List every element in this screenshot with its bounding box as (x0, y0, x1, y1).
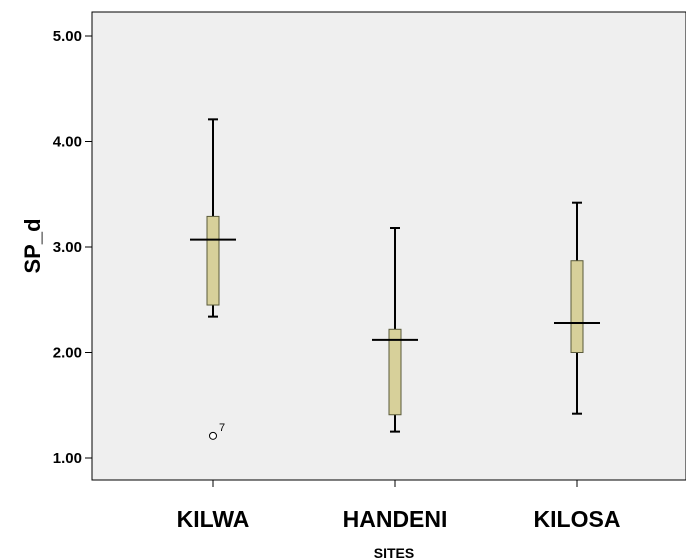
y-axis: 1.00 2.00 3.00 4.00 5.00 (53, 28, 92, 467)
x-axis-title: SITES (374, 545, 414, 560)
y-tick-label: 3.00 (53, 239, 82, 256)
box-kilosa (554, 201, 600, 415)
x-tick-label: KILWA (177, 506, 250, 532)
box-iqr (206, 215, 220, 306)
y-tick-label: 5.00 (53, 28, 82, 45)
box-series: 7 (190, 118, 600, 440)
y-tick-label: 4.00 (53, 134, 82, 151)
box-iqr (570, 260, 584, 353)
y-tick-label: 1.00 (53, 450, 82, 467)
box-kilwa: 7 (190, 118, 236, 440)
x-tick-label: KILOSA (534, 506, 621, 532)
outlier-label: 7 (219, 422, 225, 434)
x-tick-label: HANDENI (343, 506, 448, 532)
x-axis: KILWA HANDENI KILOSA (177, 480, 621, 532)
box-handeni (372, 227, 418, 433)
y-axis-title: SP_d (20, 218, 45, 273)
outlier-point (209, 431, 217, 440)
box-iqr (388, 328, 402, 416)
y-tick-label: 2.00 (53, 345, 82, 362)
